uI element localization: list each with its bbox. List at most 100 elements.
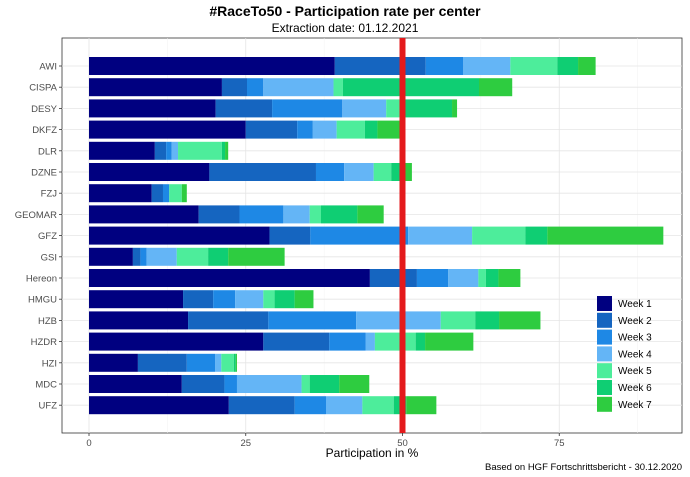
bar-segment xyxy=(425,57,464,75)
bar-segment xyxy=(263,78,334,97)
bar-segment xyxy=(416,269,449,287)
bar-segment xyxy=(198,205,240,224)
bar-segment xyxy=(228,247,285,266)
bar-segment xyxy=(499,311,541,330)
y-axis-ticks: AWI CISPA DESY DKFZ DLR DZNE FZJ GEOMAR GFZ GSI He… xyxy=(15,62,62,412)
bar-segment xyxy=(213,290,236,309)
bar-segment xyxy=(452,99,458,118)
bar-segment xyxy=(89,311,189,330)
legend-label: Week 6 xyxy=(618,383,652,394)
bar-segment xyxy=(89,396,229,415)
bar-segment xyxy=(89,78,222,97)
bar-segment xyxy=(333,78,343,97)
bar-segment xyxy=(326,396,363,415)
bar-segment xyxy=(89,57,335,75)
bar-segment xyxy=(89,269,370,287)
bar-segment xyxy=(344,163,374,181)
bar-segment xyxy=(391,163,403,181)
bar-segment xyxy=(89,247,133,266)
x-tick-label: 25 xyxy=(240,438,251,449)
bars xyxy=(89,57,664,415)
chart-subtitle: Extraction date: 01.12.2021 xyxy=(271,21,419,35)
bar-segment xyxy=(336,120,365,139)
x-tick-label: 50 xyxy=(397,438,408,449)
bar-segment xyxy=(215,99,273,118)
chart-caption: Based on HGF Fortschrittsbericht - 30.12… xyxy=(485,462,682,473)
bar-segment xyxy=(162,184,170,203)
legend: Week 1 Week 2 Week 3 Week 4 Week 5 Week 6 Week… xyxy=(597,296,652,412)
bar-segment xyxy=(146,247,177,266)
bar-segment xyxy=(472,226,526,245)
bar-segment xyxy=(181,184,187,203)
bar-segment xyxy=(181,375,225,393)
bar-segment xyxy=(357,205,384,224)
bar-segment xyxy=(154,141,167,160)
bar-segment xyxy=(547,226,664,245)
y-tick-label: HZDR xyxy=(31,337,58,348)
bar-segment xyxy=(89,290,184,309)
bar-segment xyxy=(364,120,378,139)
legend-label: Week 7 xyxy=(618,400,652,411)
bar-segment xyxy=(283,205,310,224)
legend-label: Week 3 xyxy=(618,333,652,344)
bar-segment xyxy=(225,141,229,160)
bar-segment xyxy=(140,247,147,266)
bar-segment xyxy=(425,332,474,351)
bar-segment xyxy=(362,396,394,415)
bar-segment xyxy=(557,57,579,75)
bar-segment xyxy=(309,205,321,224)
legend-swatch xyxy=(597,312,612,328)
y-tick-label: GFZ xyxy=(38,231,57,242)
y-tick-label: UFZ xyxy=(39,401,58,412)
bar-segment xyxy=(339,375,370,393)
legend-label: Week 4 xyxy=(618,349,652,360)
x-tick-label: 75 xyxy=(554,438,565,449)
bar-segment xyxy=(440,311,476,330)
bar-segment xyxy=(239,205,284,224)
bar-segment xyxy=(176,247,209,266)
bar-segment xyxy=(245,120,298,139)
bar-segment xyxy=(215,353,222,372)
y-tick-label: GEOMAR xyxy=(15,210,57,221)
bar-segment xyxy=(221,141,226,160)
bar-segment xyxy=(236,375,302,393)
bar-segment xyxy=(263,332,330,351)
y-tick-label: HZI xyxy=(42,358,57,369)
y-tick-label: HMGU xyxy=(28,295,57,306)
bar-segment xyxy=(269,226,311,245)
bar-segment xyxy=(247,78,264,97)
bar-segment xyxy=(478,269,486,287)
bar-segment xyxy=(525,226,548,245)
legend-swatch xyxy=(597,363,612,379)
bar-segment xyxy=(320,205,358,224)
bar-segment xyxy=(342,99,387,118)
bar-segment xyxy=(137,353,187,372)
bar-segment xyxy=(183,290,214,309)
bar-segment xyxy=(89,163,210,181)
bar-segment xyxy=(169,184,182,203)
x-axis-title: Participation in % xyxy=(326,446,419,460)
legend-swatch xyxy=(597,346,612,362)
bar-segment xyxy=(402,163,412,181)
bar-segment xyxy=(89,141,155,160)
y-tick-label: HZB xyxy=(38,316,57,327)
legend-label: Week 1 xyxy=(618,299,652,310)
bar-segment xyxy=(208,247,229,266)
y-tick-label: CISPA xyxy=(29,83,57,94)
legend-swatch xyxy=(597,329,612,345)
y-tick-label: DZNE xyxy=(31,168,57,179)
reference-line xyxy=(399,38,406,433)
bar-segment xyxy=(478,78,513,97)
bar-segment xyxy=(89,332,264,351)
bar-segment xyxy=(274,290,295,309)
bar-segment xyxy=(309,375,340,393)
bar-segment xyxy=(294,290,314,309)
bar-segment xyxy=(374,332,416,351)
reference-line-group xyxy=(399,38,406,433)
legend-swatch xyxy=(597,380,612,395)
bar-segment xyxy=(578,57,596,75)
bar-segment xyxy=(89,375,182,393)
bar-segment xyxy=(329,332,366,351)
bar-segment xyxy=(186,353,216,372)
